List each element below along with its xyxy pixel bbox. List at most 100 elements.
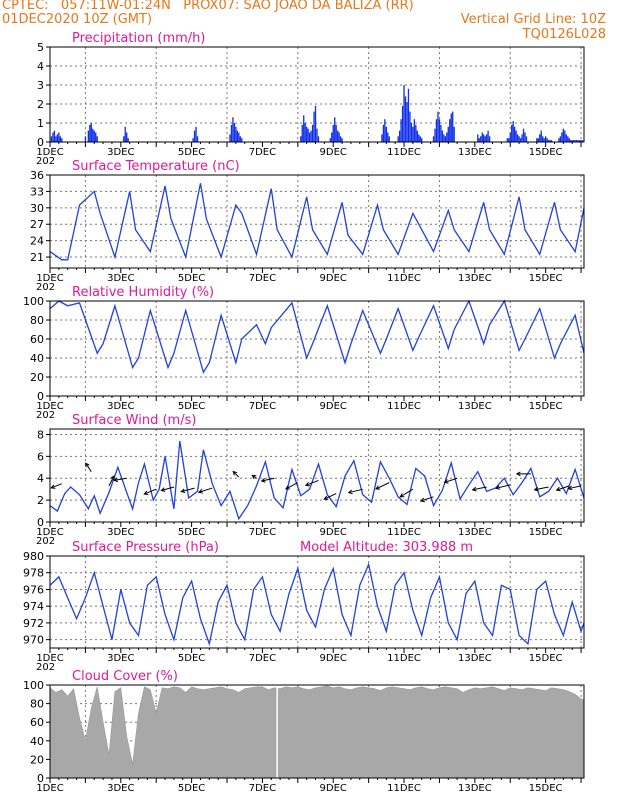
- precipitation-xtick-label: 1DEC: [36, 147, 63, 158]
- precipitation-bar: [127, 138, 129, 142]
- temperature-ytick-label: 27: [30, 218, 44, 231]
- wind-arrow-head: [251, 474, 257, 480]
- precipitation-bar: [90, 123, 92, 142]
- cloud-cover-ytick-label: 80: [30, 698, 44, 711]
- precipitation-bar: [574, 140, 576, 142]
- precipitation-bar: [561, 132, 563, 142]
- precipitation-xtick-label: 11DEC: [387, 147, 421, 158]
- wind-arrow: [400, 488, 414, 498]
- precipitation-bar: [543, 138, 545, 142]
- precipitation-bar: [314, 105, 317, 142]
- precipitation-bar: [409, 111, 411, 142]
- precipitation-bar: [570, 140, 572, 142]
- precipitation-bar: [58, 132, 60, 142]
- precipitation-bar: [477, 134, 479, 142]
- precipitation-bar: [331, 132, 333, 142]
- wind-arrow-head: [160, 487, 166, 492]
- wind-arrow: [568, 485, 582, 490]
- precipitation-ytick-label: 3: [37, 79, 44, 92]
- precipitation-bar: [515, 130, 517, 142]
- precipitation-bar: [84, 136, 87, 142]
- cloud-cover-ytick-label: 60: [30, 716, 44, 729]
- cloud-cover-area: [49, 685, 585, 779]
- precipitation-bar: [487, 130, 489, 142]
- precipitation-bar: [450, 113, 452, 142]
- temperature-xtick-label: 13DEC: [458, 273, 492, 284]
- wind-ytick-label: 6: [37, 450, 44, 463]
- precipitation-bar: [300, 136, 302, 142]
- precipitation-bar: [481, 132, 483, 142]
- precipitation-bar: [306, 126, 308, 142]
- wind-xtick-label: 11DEC: [387, 527, 421, 538]
- wind-arrow-head: [495, 485, 501, 490]
- temperature-ytick-label: 21: [30, 251, 44, 264]
- precipitation-bar: [233, 123, 236, 142]
- precipitation-bar: [542, 136, 544, 142]
- precipitation-bar: [577, 140, 579, 142]
- precipitation-bar: [437, 111, 439, 142]
- precipitation-bar: [524, 132, 526, 142]
- precipitation-bar: [89, 124, 91, 142]
- precipitation-xtick-label: 5DEC: [178, 147, 205, 158]
- precipitation-bar: [239, 136, 241, 142]
- precipitation-bar: [514, 126, 516, 142]
- precipitation-bar: [406, 102, 408, 142]
- precipitation-xtick-label: 9DEC: [320, 147, 347, 158]
- precipitation-bar: [317, 136, 320, 142]
- temperature-xtick-label: 3DEC: [107, 273, 134, 284]
- wind-arrow-head: [113, 477, 119, 483]
- precipitation-bar: [449, 119, 451, 142]
- precipitation-bar: [506, 138, 508, 142]
- temperature-year-fragment: 202: [36, 282, 55, 293]
- wind-arrow-head: [375, 485, 381, 490]
- humidity-ytick-label: 40: [30, 352, 44, 365]
- humidity-year-fragment: 202: [36, 410, 55, 421]
- precipitation-bar: [537, 138, 539, 142]
- humidity-ytick-label: 0: [37, 390, 44, 403]
- humidity-ytick-label: 60: [30, 333, 44, 346]
- wind-arrow: [108, 475, 115, 487]
- wind-arrow-head: [533, 486, 539, 492]
- precipitation-bar: [410, 123, 413, 142]
- wind-ytick-label: 4: [37, 472, 44, 485]
- precipitation-bar: [398, 130, 401, 142]
- precipitation-bar: [388, 136, 390, 142]
- precipitation-bar: [488, 136, 491, 142]
- cloud-cover-xtick-label: 1DEC: [36, 783, 63, 794]
- pressure-frame: [49, 555, 585, 649]
- wind-arrow: [534, 486, 549, 491]
- wind-arrow-head: [471, 486, 477, 492]
- cloud-cover-xtick-label: 3DEC: [107, 783, 134, 794]
- pressure-xtick-label: 15DEC: [529, 653, 563, 664]
- wind-arrow: [348, 488, 363, 494]
- precipitation-bar: [484, 136, 486, 142]
- wind-xtick-label: 15DEC: [529, 527, 563, 538]
- precipitation-bar: [516, 134, 519, 142]
- precipitation-bar: [547, 140, 550, 142]
- precipitation-bar: [435, 119, 438, 142]
- precipitation-bar: [415, 124, 417, 142]
- pressure-ytick-label: 974: [23, 600, 44, 613]
- precipitation-bar: [384, 119, 386, 142]
- header-model-id: TQ0126L028: [522, 27, 606, 42]
- pressure-extra-title: Model Altitude: 303.988 m: [300, 540, 473, 555]
- cloud-cover-title: Cloud Cover (%): [72, 669, 178, 684]
- humidity-xtick-label: 11DEC: [387, 401, 421, 412]
- wind-arrow-head: [567, 485, 573, 491]
- pressure-xtick-label: 9DEC: [320, 653, 347, 664]
- humidity-xtick-label: 3DEC: [107, 401, 134, 412]
- cloud-cover-ytick-label: 100: [23, 679, 44, 692]
- header-location: CPTEC: 057:11W-01:24N PROX07: SAO JOAO D…: [2, 0, 414, 13]
- precipitation-bar: [546, 138, 548, 142]
- wind-arrow-head: [419, 497, 425, 503]
- temperature-ytick-label: 36: [30, 169, 44, 182]
- humidity-ytick-label: 80: [30, 314, 44, 327]
- precipitation-ytick-label: 5: [37, 41, 44, 54]
- wind-arrow: [556, 485, 570, 491]
- wind-arrow: [144, 488, 157, 495]
- precipitation-bar: [403, 85, 405, 142]
- precipitation-bar: [401, 105, 404, 142]
- precipitation-bar: [441, 130, 444, 142]
- wind-arrow-head: [323, 495, 329, 500]
- precipitation-bar: [126, 132, 128, 142]
